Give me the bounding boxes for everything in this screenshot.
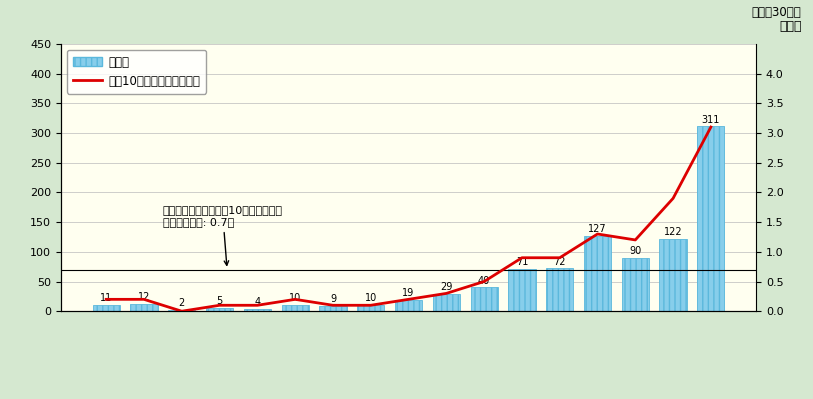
- Bar: [357, 305, 385, 311]
- Bar: [244, 309, 271, 311]
- Text: 4: 4: [254, 297, 260, 307]
- Bar: [130, 304, 158, 311]
- Text: 2: 2: [179, 298, 185, 308]
- Bar: [698, 126, 724, 311]
- Text: 9: 9: [330, 294, 336, 304]
- Text: 90: 90: [629, 246, 641, 256]
- Bar: [546, 269, 573, 311]
- Text: 10: 10: [289, 294, 302, 304]
- Text: 11: 11: [100, 293, 112, 303]
- Bar: [659, 239, 687, 311]
- Text: （人）: （人）: [780, 20, 802, 33]
- Text: 40: 40: [478, 276, 490, 286]
- Text: 71: 71: [515, 257, 528, 267]
- Bar: [281, 305, 309, 311]
- Bar: [508, 269, 536, 311]
- Text: 10: 10: [364, 294, 377, 304]
- Bar: [395, 300, 422, 311]
- Bar: [622, 258, 649, 311]
- Text: 19: 19: [402, 288, 415, 298]
- Text: 12: 12: [137, 292, 150, 302]
- Bar: [320, 306, 346, 311]
- Text: 311: 311: [702, 115, 720, 124]
- Text: 29: 29: [440, 282, 453, 292]
- Text: 5: 5: [216, 296, 223, 306]
- Text: 127: 127: [588, 224, 606, 234]
- Bar: [433, 294, 460, 311]
- Bar: [584, 236, 611, 311]
- Bar: [206, 308, 233, 311]
- Legend: 死者数, 人口10万人当たりの死者数: 死者数, 人口10万人当たりの死者数: [67, 50, 206, 93]
- Bar: [471, 287, 498, 311]
- Bar: [168, 310, 195, 311]
- Bar: [93, 305, 120, 311]
- Text: （平成30年）: （平成30年）: [751, 6, 801, 19]
- Text: 72: 72: [554, 257, 566, 267]
- Text: 全年齢層における人口10万人当たりの
死者数の平均: 0.7人: 全年齢層における人口10万人当たりの 死者数の平均: 0.7人: [163, 205, 283, 265]
- Text: 122: 122: [663, 227, 682, 237]
